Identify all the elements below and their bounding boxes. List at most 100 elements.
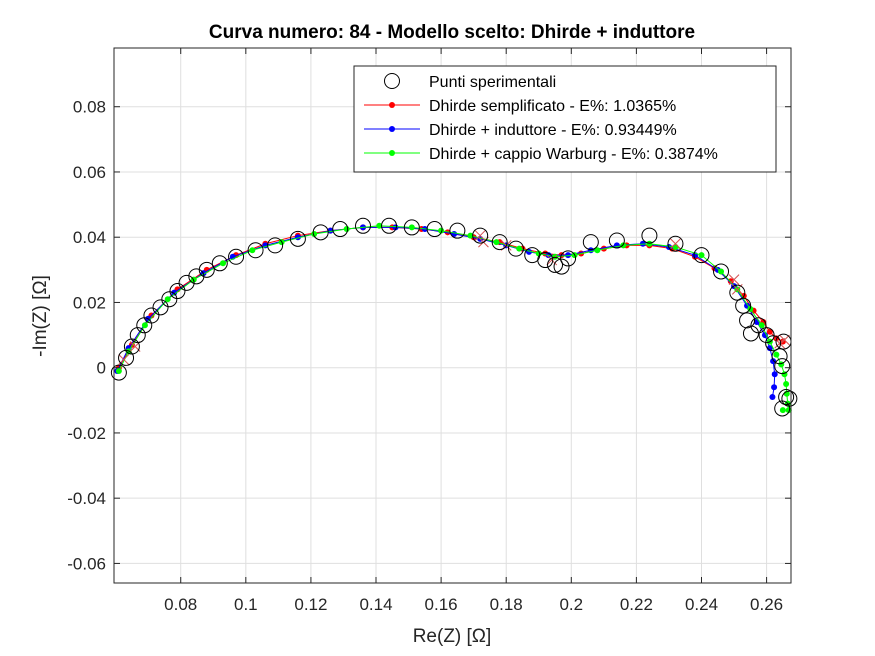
y-tick-label: 0.06 <box>73 163 106 182</box>
legend-label: Dhirde + cappio Warburg - E%: 0.3874% <box>429 146 718 163</box>
y-tick-label: -0.02 <box>67 424 106 443</box>
experimental-point <box>739 312 756 329</box>
experimental-point <box>608 232 625 249</box>
experimental-point <box>110 364 127 381</box>
experimental-point <box>729 284 746 301</box>
y-tick-label: -0.06 <box>67 554 106 573</box>
experimental-point <box>161 291 178 308</box>
experimental-point <box>774 358 791 375</box>
data-point <box>311 230 318 237</box>
experimental-point <box>781 390 798 407</box>
legend-label: Punti sperimentali <box>429 74 556 91</box>
experimental-point <box>332 221 349 238</box>
experimental-point <box>198 261 215 278</box>
experimental-point <box>143 307 160 324</box>
data-point <box>249 247 256 254</box>
experimental-point <box>354 217 371 234</box>
experimental-point <box>758 327 775 344</box>
x-tick-label: 0.1 <box>234 595 258 614</box>
data-point <box>376 222 383 229</box>
data-point <box>392 224 399 231</box>
experimental-point <box>667 235 684 252</box>
x-tick-label: 0.24 <box>685 595 718 614</box>
experimental-point <box>771 348 788 365</box>
legend-label: Dhirde + induttore - E%: 0.93449% <box>429 122 677 139</box>
experimental-point <box>582 234 599 251</box>
experimental-point <box>289 230 306 247</box>
data-point <box>783 381 790 388</box>
x-tick-label: 0.2 <box>559 595 583 614</box>
data-point <box>565 252 572 259</box>
data-point <box>771 384 778 391</box>
legend-symbol <box>389 102 395 108</box>
x-tick-label: 0.12 <box>294 595 327 614</box>
data-point <box>758 322 765 329</box>
experimental-point <box>750 317 767 334</box>
experimental-point <box>553 258 570 275</box>
x-tick-label: 0.22 <box>620 595 653 614</box>
experimental-point <box>403 219 420 236</box>
data-point <box>646 240 653 247</box>
x-tick-label: 0.18 <box>490 595 523 614</box>
data-point <box>408 224 415 231</box>
experimental-point <box>735 297 752 314</box>
data-point <box>164 296 171 303</box>
series-experimental <box>110 217 798 417</box>
experimental-point <box>178 274 195 291</box>
data-point <box>766 328 773 335</box>
legend-items: Punti sperimentali Dhirde semplificato - … <box>364 73 718 163</box>
data-point <box>769 394 776 401</box>
mismatch-marker <box>728 274 740 285</box>
data-point <box>444 229 451 236</box>
experimental-point <box>228 248 245 265</box>
data-point <box>220 260 227 267</box>
y-tick-label: 0.02 <box>73 293 106 312</box>
experimental-point <box>247 242 264 259</box>
data-point <box>773 351 780 358</box>
chart-title: Curva numero: 84 - Modello scelto: Dhird… <box>209 22 695 43</box>
experimental-point <box>547 256 564 273</box>
y-tick-label: 0.04 <box>73 228 106 247</box>
legend-symbol <box>389 150 395 156</box>
experimental-point <box>169 283 186 300</box>
mismatch-marker <box>474 230 486 241</box>
data-point <box>115 367 122 374</box>
x-tick-label: 0.26 <box>750 595 783 614</box>
experimental-point <box>713 263 730 280</box>
experimental-point <box>312 224 329 241</box>
x-tick-label: 0.08 <box>164 595 197 614</box>
experimental-point <box>267 237 284 254</box>
y-tick-label: -0.04 <box>67 489 106 508</box>
mismatch-marker <box>779 334 790 346</box>
data-point <box>727 278 734 285</box>
data-point <box>785 407 792 414</box>
data-point <box>438 227 445 234</box>
legend-label: Dhirde semplificato - E%: 1.0365% <box>429 98 676 115</box>
data-point <box>516 245 523 252</box>
legend-entry: Dhirde semplificato - E%: 1.0365% <box>364 98 676 115</box>
data-point <box>761 332 768 339</box>
data-point <box>698 252 705 259</box>
experimental-point <box>693 247 710 264</box>
data-point <box>620 242 627 249</box>
experimental-point <box>426 221 443 238</box>
data-point <box>779 407 786 414</box>
tick-layer: 0.08 0.1 0.12 0.14 0.16 0.18 0.2 0.22 0.24 0.26 -0… <box>67 48 791 614</box>
experimental-point <box>449 222 466 239</box>
legend-symbol <box>389 126 395 132</box>
experimental-point <box>765 335 782 352</box>
x-tick-label: 0.16 <box>425 595 458 614</box>
experimental-point <box>152 299 169 316</box>
data-point <box>594 247 601 254</box>
legend-entry: Dhirde + induttore - E%: 0.93449% <box>364 122 677 139</box>
experimental-point <box>641 227 658 244</box>
data-point <box>343 226 350 233</box>
y-axis-title: -Im(Z) [Ω] <box>30 275 51 357</box>
experimental-point <box>211 255 228 272</box>
experimental-point <box>507 240 524 257</box>
series-layer <box>110 217 798 417</box>
y-tick-label: 0.08 <box>73 98 106 117</box>
data-point <box>770 358 777 365</box>
data-point <box>718 268 725 275</box>
